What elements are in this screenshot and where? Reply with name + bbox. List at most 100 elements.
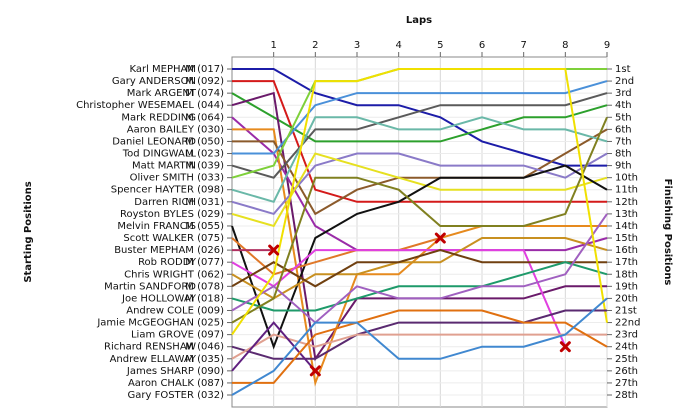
start-name: Andrew COLE (009) bbox=[126, 305, 224, 316]
y2-tick-label: 27th bbox=[615, 378, 638, 389]
x-tick-label: 4 bbox=[395, 40, 401, 51]
start-class: M (064) bbox=[185, 112, 224, 123]
x-tick-label: 5 bbox=[437, 40, 443, 51]
start-class: M (023) bbox=[185, 149, 224, 160]
x-tick-label: 7 bbox=[520, 40, 526, 51]
start-name: James SHARP (090) bbox=[126, 366, 224, 377]
y-axis-title: Starting Positions bbox=[23, 181, 34, 282]
x-tick-label: 2 bbox=[312, 40, 318, 51]
start-class: M (074) bbox=[185, 88, 224, 99]
start-name: Jamie McGEOGHAN (025) bbox=[96, 318, 224, 329]
start-name: Christopher WESEMAEL (044) bbox=[76, 100, 224, 111]
start-class: M (046) bbox=[185, 342, 224, 353]
start-name: Royston BYLES (029) bbox=[120, 209, 224, 220]
start-name: Daniel LEONARD bbox=[112, 136, 196, 147]
driver-line bbox=[231, 116, 608, 203]
y2-tick-label: 28th bbox=[615, 390, 638, 401]
start-class: M (050) bbox=[185, 136, 224, 147]
start-name: Liam GROVE (097) bbox=[131, 330, 224, 341]
y2-tick-label: 8th bbox=[615, 149, 632, 160]
start-name: Darren RICH bbox=[134, 197, 196, 208]
y2-tick-label: 12th bbox=[615, 197, 638, 208]
y2-tick-label: 21st bbox=[615, 305, 637, 316]
start-name: Buster MEPHAM (026) bbox=[114, 245, 224, 256]
driver-line bbox=[231, 237, 608, 300]
start-name: Chris WRIGHT (062) bbox=[124, 269, 224, 280]
x-tick-label: 3 bbox=[354, 40, 360, 51]
y2-tick-label: 4th bbox=[615, 100, 632, 111]
y2-tick-label: 24th bbox=[615, 342, 638, 353]
y2-tick-label: 2nd bbox=[615, 76, 634, 87]
start-class: M (031) bbox=[185, 197, 224, 208]
y2-tick-label: 5th bbox=[615, 112, 632, 123]
start-class: M (092) bbox=[185, 76, 224, 87]
start-name: Andrew ELLAWAY bbox=[110, 354, 197, 365]
y2-tick-label: 20th bbox=[615, 293, 638, 304]
y2-tick-label: 23rd bbox=[615, 330, 638, 341]
y2-tick-label: 25th bbox=[615, 354, 638, 365]
start-name: Scott WALKER (075) bbox=[123, 233, 224, 244]
start-name: Mark ARGENT bbox=[127, 88, 197, 99]
driver-line bbox=[231, 249, 607, 288]
start-name: Matt MARTIN bbox=[132, 161, 196, 172]
start-name: Karl MEPHAM bbox=[129, 64, 196, 75]
driver-line bbox=[231, 249, 567, 348]
start-class: M (055) bbox=[185, 221, 224, 232]
driver-line bbox=[231, 297, 608, 396]
driver-line bbox=[231, 68, 608, 336]
start-class: M (018) bbox=[185, 293, 224, 304]
y2-axis-title: Finishing Positions bbox=[662, 179, 673, 286]
start-name: Gary ANDERSON bbox=[112, 76, 196, 87]
y2-tick-label: 17th bbox=[615, 257, 638, 268]
driver-line bbox=[231, 321, 317, 372]
start-name: Aaron BAILEY (030) bbox=[127, 124, 224, 135]
start-class: M (078) bbox=[185, 281, 224, 292]
y2-tick-label: 19th bbox=[615, 281, 638, 292]
driver-line bbox=[232, 309, 608, 384]
driver-line bbox=[232, 80, 607, 203]
start-class: M (017) bbox=[185, 64, 224, 75]
driver-line bbox=[231, 333, 607, 360]
driver-line bbox=[232, 80, 608, 155]
x-tick-label: 1 bbox=[270, 40, 276, 51]
x-axis-title: Laps bbox=[406, 15, 432, 26]
y2-tick-label: 18th bbox=[615, 269, 638, 280]
driver-line bbox=[231, 213, 608, 324]
y2-tick-label: 1st bbox=[615, 64, 631, 75]
y2-tick-label: 15th bbox=[615, 233, 638, 244]
driver-line bbox=[231, 261, 608, 312]
y2-tick-label: 26th bbox=[615, 366, 638, 377]
retirement-marker bbox=[268, 244, 280, 256]
retirement-marker bbox=[559, 341, 571, 353]
driver-line bbox=[231, 92, 608, 179]
start-name: Martin SANDFORD bbox=[104, 281, 196, 292]
start-name: Gary FOSTER (032) bbox=[128, 390, 225, 401]
retirement-marker bbox=[434, 232, 446, 244]
start-class: M (039) bbox=[185, 161, 224, 172]
y2-tick-label: 6th bbox=[615, 124, 632, 135]
y2-tick-label: 3rd bbox=[615, 88, 632, 99]
y2-tick-label: 13th bbox=[615, 209, 638, 220]
y2-tick-label: 22nd bbox=[615, 318, 640, 329]
start-class: M (077) bbox=[185, 257, 224, 268]
x-tick-label: 6 bbox=[479, 40, 485, 51]
start-name: Aaron CHALK (087) bbox=[128, 378, 224, 389]
y2-tick-label: 14th bbox=[615, 221, 638, 232]
start-name: Richard RENSHAW bbox=[104, 342, 196, 353]
start-name: Rob RODDY bbox=[138, 257, 197, 268]
start-class: M (035) bbox=[185, 354, 224, 365]
x-tick-label: 8 bbox=[562, 40, 568, 51]
x-tick-label: 9 bbox=[604, 40, 610, 51]
driver-line bbox=[231, 237, 441, 276]
start-name: Tod DINGWALL bbox=[122, 149, 197, 160]
y2-tick-label: 16th bbox=[615, 245, 638, 256]
driver-line bbox=[231, 164, 608, 350]
driver-line bbox=[231, 152, 608, 228]
start-name: Spencer HAYTER (098) bbox=[111, 185, 224, 196]
start-name: Mark REDDING bbox=[121, 112, 196, 123]
y2-tick-label: 7th bbox=[615, 136, 632, 147]
start-name: Joe HOLLOWAY bbox=[121, 293, 197, 304]
y2-tick-label: 10th bbox=[615, 173, 638, 184]
driver-line bbox=[231, 116, 608, 324]
